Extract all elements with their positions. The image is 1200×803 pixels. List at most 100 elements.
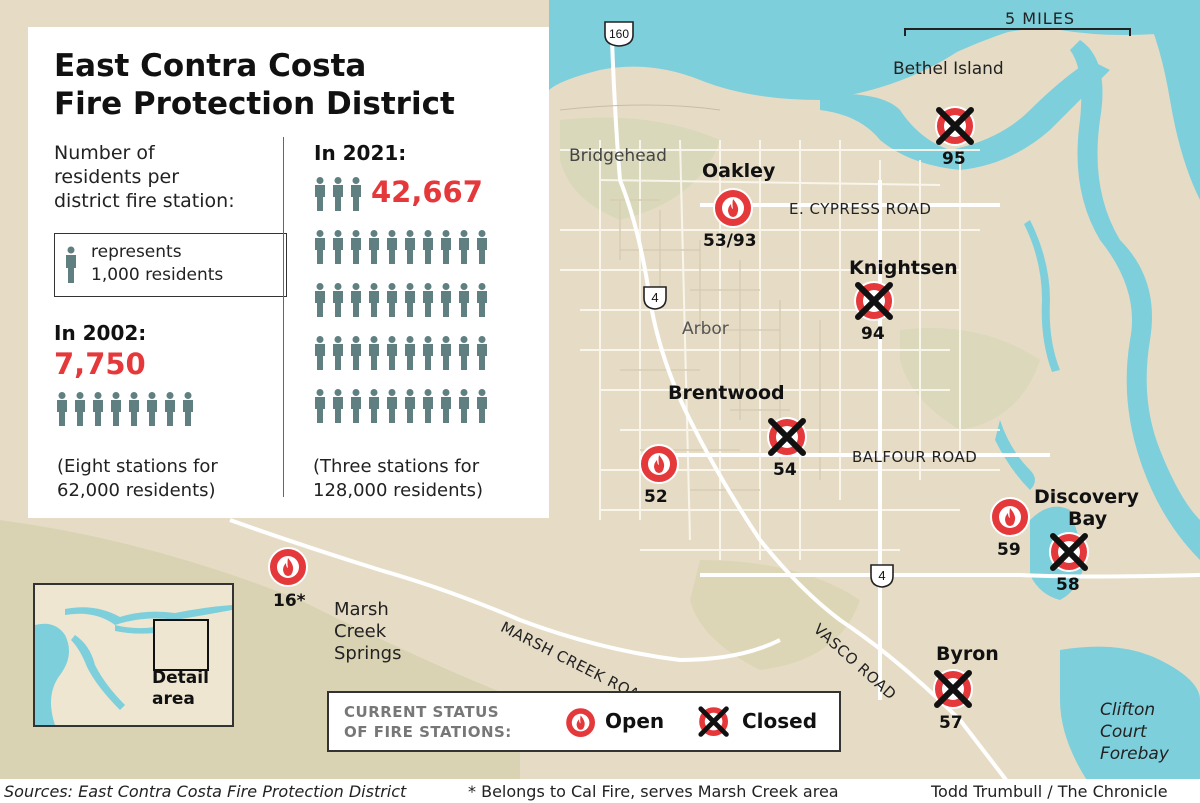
person-icon [351,177,361,211]
legend-icon-line-2: 1,000 residents [91,265,224,285]
highway-4-shield: 4 [643,286,667,310]
place-clifton-court-forebay-1: Clifton [1100,700,1156,720]
station-16-open-marker [266,545,310,593]
title-line-2: Fire Protection District [54,86,455,122]
year-2021-note-line-1: (Three stations for [313,456,480,477]
person-icon [369,389,379,423]
subtitle-line-2: residents per [54,166,180,188]
person-icon [165,392,175,426]
person-icon [459,230,469,264]
panel-divider [283,137,284,497]
locator-inset-map: Detail area [33,583,234,727]
town-discovery-bay-1: Discovery [1034,486,1139,508]
station-58-label: 58 [1056,575,1080,595]
person-icon [387,283,397,317]
person-icon [477,283,487,317]
station-54-closed-marker [765,415,809,463]
person-icon [405,389,415,423]
year-2002-note: (Eight stations for 62,000 residents) [57,455,218,503]
bay-area-locator [35,585,232,725]
station-53-open-marker [711,186,755,234]
place-arbor: Arbor [682,319,729,339]
station-94-label: 94 [861,324,885,344]
person-icon [441,389,451,423]
person-icon [315,230,325,264]
svg-text:4: 4 [651,290,658,305]
year-2021-value: 42,667 [371,175,483,209]
person-icon [369,336,379,370]
person-icon [423,336,433,370]
open-station-icon [563,705,598,743]
station-52-open-marker [637,442,681,490]
person-icon [423,389,433,423]
person-icon [315,177,325,211]
status-closed-label: Closed [742,709,818,733]
person-icon [147,392,157,426]
footer-credit: Todd Trumbull / The Chronicle [931,782,1168,801]
person-icon [333,389,343,423]
person-icon [129,392,139,426]
person-icon [315,336,325,370]
water-body [0,0,1200,785]
person-icon [477,230,487,264]
person-icon [369,230,379,264]
year-2021-note-line-2: 128,000 residents) [313,480,483,501]
people-2002-svg [57,392,193,426]
person-icon [423,283,433,317]
person-icon [477,336,487,370]
person-icon [333,336,343,370]
person-icon [441,283,451,317]
person-icon [351,230,361,264]
person-icon [441,230,451,264]
person-icon [351,336,361,370]
station-57-closed-marker [931,667,975,715]
place-marsh-creek-springs-2: Creek [334,621,387,642]
station-59-label: 59 [997,540,1021,560]
town-brentwood: Brentwood [668,382,785,404]
person-icon [66,246,76,283]
info-panel: East Contra Costa Fire Protection Distri… [28,27,549,518]
person-icon [441,336,451,370]
person-icon [351,283,361,317]
place-marsh-creek-springs-1: Marsh [334,599,389,620]
closed-station-icon [696,704,731,742]
person-icon [387,230,397,264]
road-e-cypress: E. CYPRESS ROAD [789,200,932,218]
highway-4-shield: 4 [870,564,894,588]
year-2021-note: (Three stations for 128,000 residents) [313,455,483,503]
title-line-1: East Contra Costa [54,48,367,84]
person-icon [477,389,487,423]
footer: Sources: East Contra Costa Fire Protecti… [0,779,1200,803]
station-53-93-label: 53/93 [703,231,757,251]
status-legend-title: CURRENT STATUS OF FIRE STATIONS: [344,702,512,742]
place-bethel-island: Bethel Island [893,59,1004,79]
person-icon [333,230,343,264]
svg-text:160: 160 [609,27,629,41]
legend-icon-text: represents 1,000 residents [91,241,223,287]
inset-detail-label: Detail area [152,668,209,710]
person-icon [75,392,85,426]
detail-area-marker [153,619,209,671]
person-icon [333,283,343,317]
person-icon [423,230,433,264]
person-icon [405,336,415,370]
station-95-label: 95 [942,149,966,169]
subtitle-line-1: Number of [54,142,155,164]
person-icon [333,177,343,211]
inset-label-line-1: Detail [152,668,209,688]
people-2021-icons [314,177,494,446]
station-52-label: 52 [644,487,668,507]
status-legend-line-2: OF FIRE STATIONS: [344,723,512,741]
footer-sources: Sources: East Contra Costa Fire Protecti… [4,782,407,801]
station-54-label: 54 [773,460,797,480]
person-icon [369,283,379,317]
year-2002-label: In 2002: [54,321,147,345]
page-title: East Contra Costa Fire Protection Distri… [54,47,455,123]
place-clifton-court-forebay-2: Court [1100,722,1147,742]
person-icon [57,392,67,426]
legend-icon-line-1: represents [91,242,182,262]
status-open-label: Open [605,709,665,733]
people-2021-svg [315,177,487,423]
person-icon [459,283,469,317]
town-oakley: Oakley [702,160,776,182]
